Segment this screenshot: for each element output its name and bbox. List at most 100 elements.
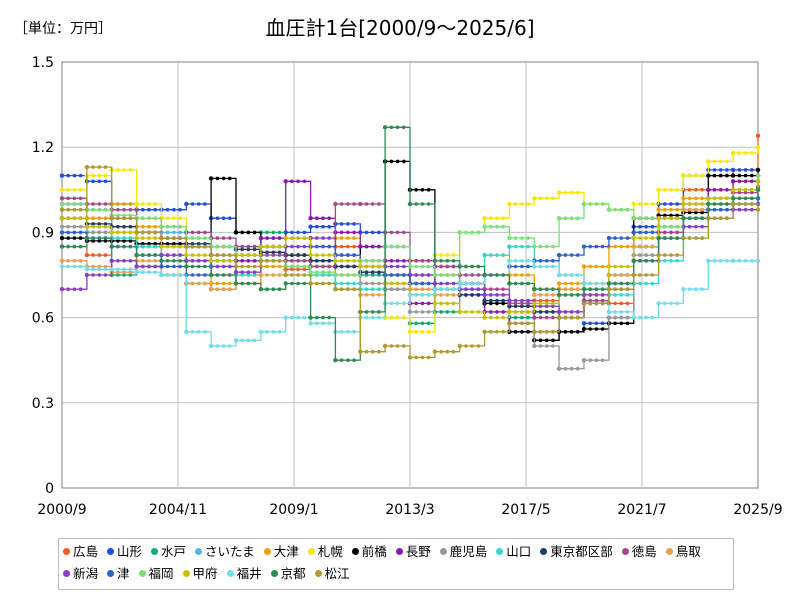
data-point (712, 168, 717, 172)
data-point (526, 236, 530, 240)
data-point (730, 187, 736, 192)
data-point (271, 253, 276, 257)
data-point (544, 338, 549, 343)
data-point (520, 304, 524, 309)
data-point (258, 329, 264, 334)
data-point (606, 315, 612, 320)
data-point (464, 310, 468, 314)
data-point (687, 202, 692, 206)
data-point (687, 196, 692, 201)
data-point (196, 253, 201, 257)
data-point (395, 259, 400, 263)
data-point (656, 235, 661, 241)
data-point (153, 207, 157, 212)
data-point (296, 259, 300, 263)
data-point (97, 264, 102, 269)
data-point (346, 244, 350, 249)
data-point (631, 216, 636, 221)
data-point (687, 216, 692, 220)
data-point (252, 230, 257, 235)
data-point (240, 273, 244, 277)
data-point (78, 196, 83, 201)
data-point (382, 343, 388, 349)
data-point (569, 310, 574, 314)
data-point (426, 188, 431, 192)
data-point (66, 244, 70, 249)
data-point (594, 358, 599, 363)
data-point (78, 173, 83, 178)
data-point (687, 236, 692, 240)
data-point (619, 207, 624, 212)
data-point (581, 287, 587, 292)
data-point (190, 253, 195, 257)
data-point (122, 239, 126, 243)
data-point (687, 287, 692, 292)
data-point (265, 273, 269, 277)
data-point (420, 293, 425, 297)
data-point (302, 281, 307, 286)
data-point (190, 273, 195, 277)
data-point (513, 310, 518, 314)
data-point (72, 173, 77, 178)
data-point (675, 188, 679, 192)
data-point (663, 301, 667, 306)
data-point (563, 315, 568, 320)
data-point (116, 267, 120, 272)
data-point (513, 273, 518, 277)
data-point (625, 310, 630, 314)
data-point (594, 321, 599, 326)
data-point (544, 259, 549, 263)
data-point (290, 259, 294, 263)
data-point (526, 273, 530, 277)
data-point (669, 188, 673, 192)
data-point (520, 321, 524, 326)
data-point (451, 264, 456, 269)
data-point (352, 358, 356, 363)
data-point (190, 281, 195, 286)
data-point (613, 301, 617, 306)
data-point (290, 315, 294, 320)
data-point (476, 281, 481, 286)
data-point (526, 298, 530, 303)
data-point (613, 236, 617, 240)
data-point (395, 244, 400, 249)
data-point (109, 258, 114, 263)
data-point (538, 259, 543, 263)
data-point (78, 207, 83, 212)
x-tick-label: 2004/11 (149, 502, 207, 518)
data-point (631, 201, 636, 207)
data-point (346, 264, 350, 269)
data-point (644, 244, 648, 249)
data-point (321, 244, 325, 249)
data-point (333, 258, 338, 263)
data-point (165, 236, 170, 240)
data-point (228, 259, 232, 263)
data-point (364, 349, 369, 354)
data-point (551, 338, 555, 343)
data-point (153, 216, 157, 220)
data-point (700, 216, 704, 220)
data-point (128, 236, 133, 240)
data-point (321, 259, 325, 263)
legend-label: 大津 (273, 544, 299, 559)
data-point (694, 224, 698, 229)
data-point (700, 210, 704, 215)
data-point (221, 244, 226, 249)
data-point (277, 236, 282, 240)
data-point (389, 287, 394, 292)
data-point (675, 216, 679, 220)
data-point (97, 173, 102, 178)
data-point (644, 230, 648, 235)
legend-marker-icon (496, 548, 504, 555)
data-point (246, 273, 251, 277)
legend-item: 福岡 (138, 563, 174, 585)
data-point (588, 281, 592, 286)
data-point (750, 188, 754, 192)
data-point (221, 287, 226, 292)
data-point (172, 264, 176, 269)
data-point (656, 187, 661, 192)
legend-label: 福岡 (148, 566, 174, 581)
data-point (91, 236, 95, 240)
data-point (513, 304, 518, 309)
data-point (551, 304, 555, 309)
